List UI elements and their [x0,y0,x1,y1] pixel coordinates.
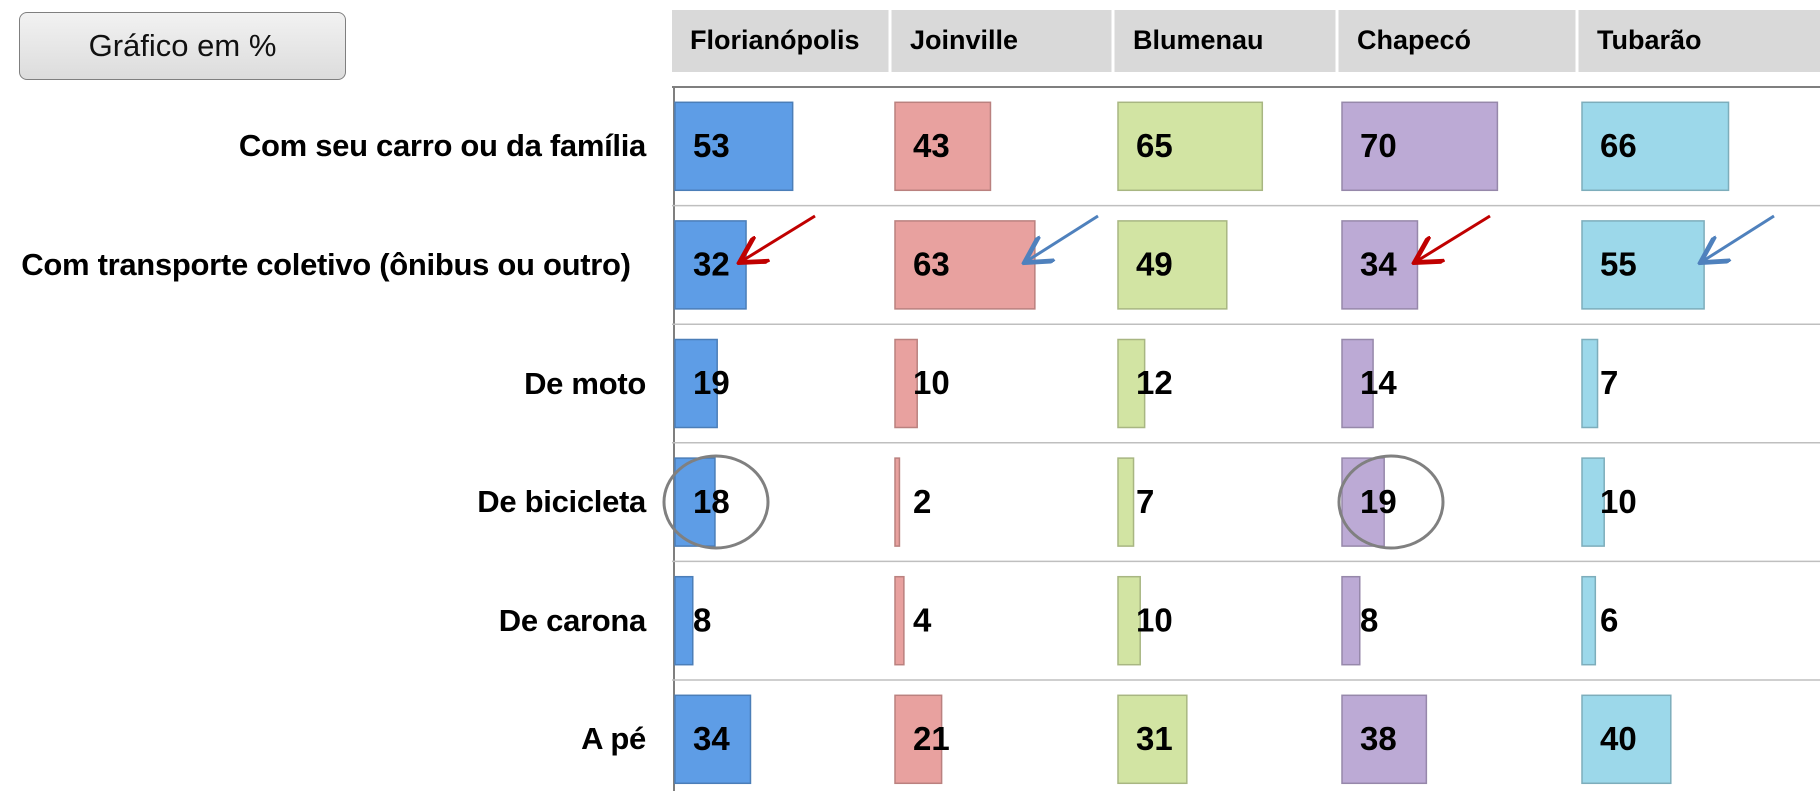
value-label: 55 [1600,246,1637,283]
bar [1341,220,1419,310]
value-label: 66 [1600,127,1637,164]
value-label: 7 [1136,483,1154,520]
row-label: De moto [524,365,646,401]
chart-mode-button[interactable]: Gráfico em % [19,12,346,80]
bar [674,575,694,666]
value-label: 18 [693,483,730,520]
value-label: 65 [1136,127,1173,164]
bar [894,694,943,785]
highlight-circle [662,454,770,550]
legend-label: Chapecó [1357,25,1471,55]
bar [1581,694,1672,785]
bar [1341,694,1428,785]
bar [1581,101,1730,192]
bar [1117,338,1146,429]
bar [1117,694,1188,785]
bar [674,457,716,547]
value-label: 53 [693,127,730,164]
value-label: 8 [1360,601,1378,638]
legend-label: Tubarão [1597,25,1702,55]
value-label: 14 [1360,364,1397,401]
arrow [1703,214,1775,261]
bar [1581,338,1599,429]
value-label: 10 [1600,483,1637,520]
value-label: 38 [1360,720,1397,757]
legend-label: Joinville [910,25,1018,55]
value-label: 63 [913,246,950,283]
legend-label: Blumenau [1133,25,1264,55]
bar [894,338,918,429]
value-label: 7 [1600,364,1618,401]
bar [674,220,747,310]
value-label: 34 [693,720,730,757]
annotations [662,214,1775,550]
bar [1117,220,1228,310]
row-label: De carona [498,602,647,638]
row-label: Com transporte coletivo (ônibus ou outro… [21,246,631,282]
value-label: 31 [1136,720,1173,757]
bar [674,694,752,785]
value-label: 70 [1360,127,1397,164]
marks: Florianópolis 53 32 19 18 8 34 Joinville 43 63 10 2… [672,10,1820,785]
bar [1117,575,1141,666]
value-label: 19 [693,364,730,401]
bar [674,101,794,192]
value-label: 43 [913,127,950,164]
bar [1341,338,1374,429]
bar [674,338,718,429]
arrow [1027,214,1099,261]
value-label: 6 [1600,601,1618,638]
row-label: De bicicleta [477,484,646,520]
bar [1581,575,1597,666]
bar [1341,575,1361,666]
bar [1341,101,1499,192]
value-label: 34 [1360,246,1397,283]
row-label: A pé [581,721,646,757]
bar [894,101,992,192]
value-label: 21 [913,720,950,757]
value-label: 32 [693,246,730,283]
value-label: 8 [693,601,711,638]
arrow [1417,214,1491,261]
bar [894,220,1036,310]
row-label: Com seu carro ou da família [238,128,646,164]
value-label: 40 [1600,720,1637,757]
bar [894,575,905,666]
value-label: 19 [1360,483,1397,520]
value-label: 10 [1136,601,1173,638]
bar [1581,220,1705,310]
value-label: 4 [913,601,932,638]
bar [1117,101,1264,192]
bar [1117,457,1135,547]
header-background [672,10,1820,72]
value-label: 2 [913,483,931,520]
value-label: 10 [913,364,950,401]
value-label: 12 [1136,364,1173,401]
legend-label: Florianópolis [690,25,860,55]
arrow [742,214,816,261]
bar [894,457,901,547]
highlight-circle [1337,454,1445,550]
bar [1581,457,1605,547]
value-label: 49 [1136,246,1173,283]
